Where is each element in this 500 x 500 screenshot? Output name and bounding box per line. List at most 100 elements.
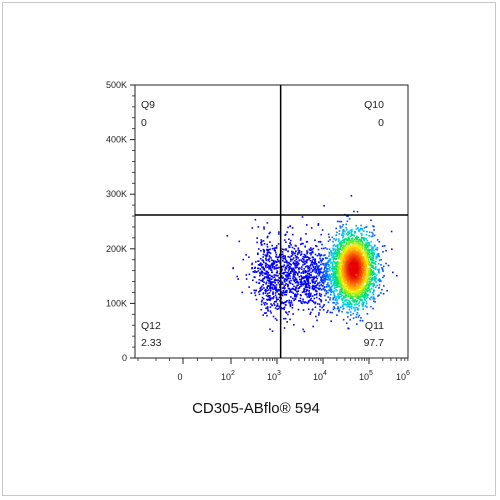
- event-dot: [339, 262, 341, 265]
- event-dot: [368, 256, 371, 258]
- event-dot: [275, 251, 277, 254]
- event-dot: [361, 273, 363, 275]
- event-dot: [362, 301, 364, 304]
- event-dot: [345, 248, 347, 251]
- event-dot: [339, 281, 341, 283]
- event-dot: [262, 292, 265, 294]
- event-dot: [242, 258, 245, 261]
- event-dot: [280, 270, 283, 272]
- event-dot: [308, 273, 310, 276]
- event-dot: [275, 299, 278, 301]
- event-dot: [373, 300, 375, 302]
- event-dot: [363, 239, 366, 242]
- event-dot: [357, 287, 360, 290]
- event-dot: [349, 277, 351, 280]
- event-dot: [336, 268, 338, 271]
- event-dot: [334, 272, 337, 275]
- event-dot: [372, 256, 375, 258]
- x-tick-label: 103: [267, 370, 281, 382]
- event-dot: [336, 266, 338, 268]
- event-dot: [297, 252, 299, 254]
- event-dot: [373, 298, 376, 300]
- event-dot: [360, 299, 362, 302]
- event-dot: [380, 292, 382, 294]
- event-dot: [289, 225, 292, 227]
- event-dot: [352, 284, 355, 286]
- event-dot: [312, 300, 314, 303]
- event-dot: [275, 247, 278, 249]
- event-dot: [372, 233, 374, 235]
- event-dot: [254, 294, 257, 297]
- event-dot: [283, 285, 286, 287]
- event-dot: [359, 277, 362, 280]
- event-dot: [359, 248, 362, 250]
- event-dot: [289, 260, 292, 262]
- event-dot: [328, 236, 330, 238]
- event-dot: [333, 238, 335, 240]
- event-dot: [364, 285, 367, 287]
- event-dot: [374, 263, 377, 266]
- event-dot: [254, 292, 256, 294]
- event-dot: [274, 247, 277, 249]
- event-dot: [276, 264, 278, 266]
- event-dot: [361, 303, 363, 305]
- event-dot: [262, 256, 264, 258]
- event-dot: [328, 248, 331, 250]
- event-dot: [335, 238, 338, 240]
- event-dot: [366, 283, 368, 285]
- event-dot: [353, 247, 356, 249]
- event-dot: [273, 274, 275, 276]
- event-dot: [362, 263, 365, 266]
- event-dot: [327, 263, 330, 266]
- event-dot: [366, 265, 369, 268]
- event-dot: [352, 281, 355, 283]
- event-dot: [285, 276, 288, 278]
- event-dot: [355, 247, 357, 250]
- figure-frame: [2, 2, 496, 496]
- event-dot: [329, 311, 332, 314]
- event-dot: [355, 271, 357, 274]
- event-dot: [307, 272, 309, 275]
- event-dot: [286, 231, 288, 233]
- event-dot: [327, 282, 329, 284]
- event-dot: [335, 263, 337, 265]
- event-dot: [344, 264, 347, 267]
- event-dot: [260, 250, 262, 252]
- event-dot: [360, 280, 362, 282]
- event-dot: [320, 271, 323, 274]
- event-dot: [297, 247, 300, 249]
- event-dot: [326, 257, 329, 259]
- event-dot: [365, 285, 368, 288]
- event-dot: [358, 257, 361, 259]
- event-dot: [269, 274, 271, 276]
- event-dot: [348, 230, 350, 232]
- event-dot: [294, 293, 296, 296]
- event-dot: [350, 280, 352, 283]
- event-dot: [259, 268, 262, 270]
- event-dot: [275, 256, 277, 258]
- event-dot: [263, 243, 266, 245]
- event-dot: [353, 273, 356, 275]
- event-dot: [345, 291, 348, 293]
- event-dot: [364, 254, 366, 256]
- event-dot: [367, 252, 369, 255]
- event-dot: [297, 281, 299, 284]
- event-dot: [285, 312, 288, 314]
- event-dot: [260, 303, 263, 306]
- event-dot: [305, 290, 307, 293]
- event-dot: [332, 290, 334, 293]
- event-dot: [278, 288, 280, 291]
- event-dot: [340, 288, 343, 291]
- event-dot: [353, 286, 356, 289]
- event-dot: [276, 308, 278, 310]
- event-dot: [261, 299, 263, 302]
- event-dot: [284, 258, 287, 261]
- y-tick-label: 100K: [106, 298, 127, 308]
- event-dot: [314, 262, 316, 264]
- event-dot: [361, 246, 364, 249]
- event-dot: [344, 245, 347, 247]
- event-dot: [268, 292, 271, 294]
- event-dot: [351, 278, 353, 281]
- event-dot: [267, 289, 270, 291]
- event-dot: [349, 311, 352, 313]
